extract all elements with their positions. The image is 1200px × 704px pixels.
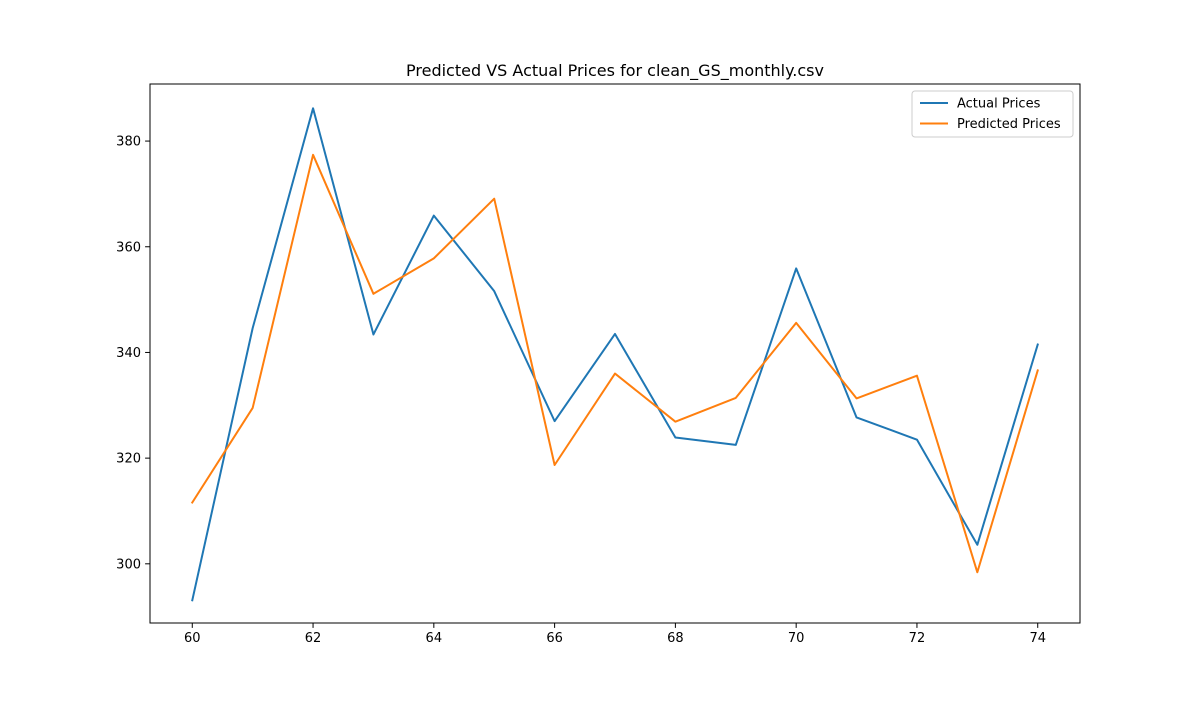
legend-label: Actual Prices xyxy=(957,97,1041,112)
y-tick-label: 340 xyxy=(116,346,141,361)
x-tick-label: 60 xyxy=(184,631,201,646)
x-tick-label: 68 xyxy=(667,631,684,646)
x-tick-label: 74 xyxy=(1029,631,1046,646)
x-tick-label: 62 xyxy=(305,631,322,646)
y-tick-label: 360 xyxy=(116,240,141,255)
x-tick-label: 64 xyxy=(426,631,443,646)
chart-title: Predicted VS Actual Prices for clean_GS_… xyxy=(406,61,824,81)
series-line-actual xyxy=(191,107,1039,602)
y-tick-label: 300 xyxy=(116,557,141,572)
legend: Actual Prices Predicted Prices xyxy=(911,90,1074,138)
y-tick-label: 320 xyxy=(116,452,141,467)
x-tick-label: 72 xyxy=(909,631,926,646)
x-tick-label: 70 xyxy=(788,631,805,646)
plot-area-frame xyxy=(149,83,1081,624)
legend-label: Predicted Prices xyxy=(957,117,1061,132)
axis-ticks: 60 62 64 66 68 70 72 74 300 320 340 360 380 xyxy=(116,135,1046,646)
legend-box xyxy=(911,90,1074,138)
series-lines xyxy=(190,107,1039,602)
x-tick-label: 66 xyxy=(546,631,563,646)
y-tick-label: 380 xyxy=(116,135,141,150)
series-line-predicted xyxy=(190,153,1039,574)
